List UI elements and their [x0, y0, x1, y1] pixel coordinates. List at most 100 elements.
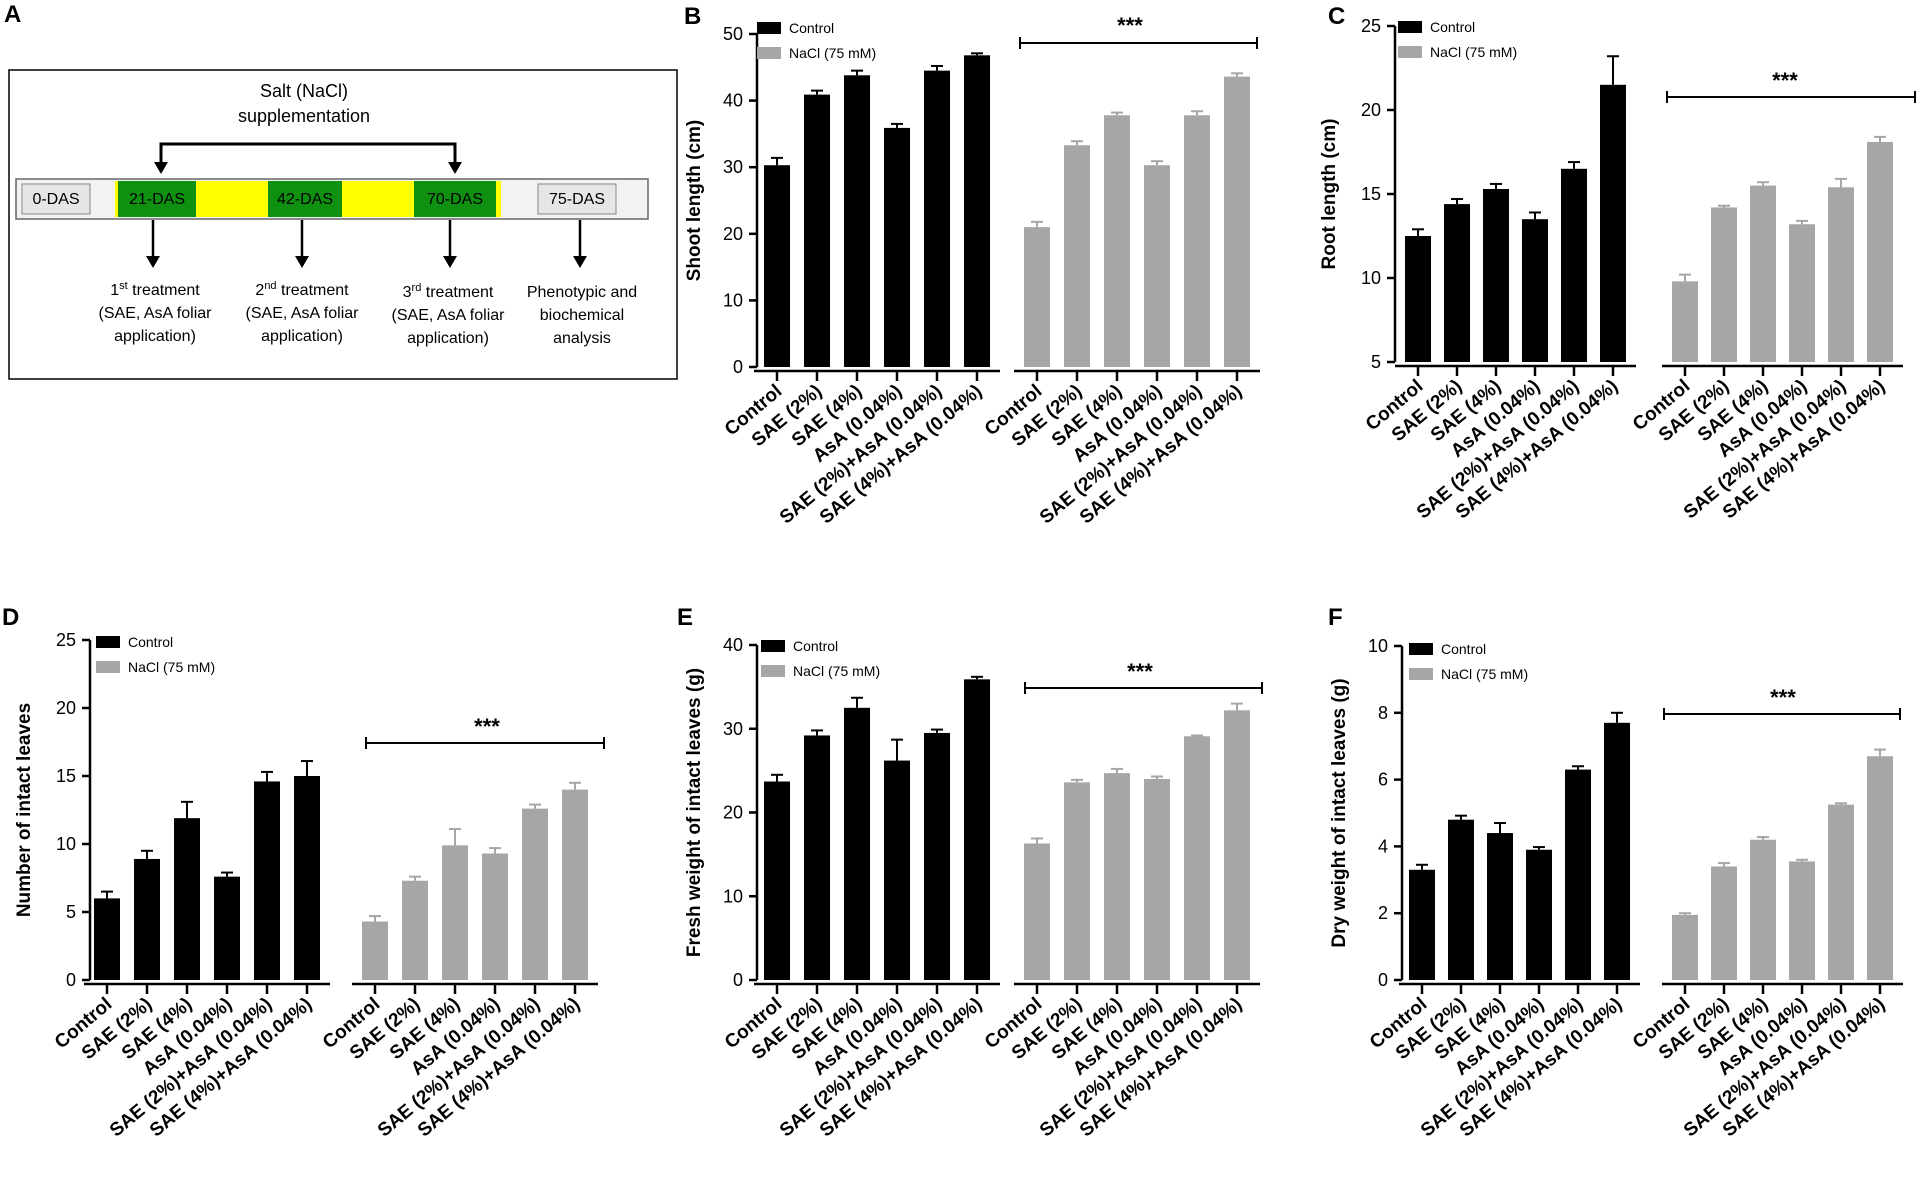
bracket-arrowhead-right [448, 162, 462, 174]
bar [804, 735, 830, 980]
y-tick-label: 10 [723, 290, 743, 310]
y-tick-label: 40 [723, 91, 743, 111]
bar [844, 707, 870, 980]
svg-text:analysis: analysis [553, 330, 611, 347]
timeline-label-21-das: 21-DAS [129, 191, 185, 208]
bar [1789, 861, 1815, 980]
diagram-frame [8, 69, 678, 380]
bar [442, 845, 468, 980]
panel-e-fresh-weight-chart: E 0 10 20 30 40 Fresh weight of intact leaves … [677, 604, 1263, 1141]
legend-swatch [1409, 668, 1433, 680]
y-tick-label: 20 [723, 803, 743, 823]
down-arrow-3 [443, 256, 457, 268]
bar [1867, 756, 1893, 980]
timeline-green-21 [118, 181, 196, 217]
y-tick-label: 10 [1361, 268, 1381, 288]
svg-text:biochemical: biochemical [540, 307, 624, 324]
bar [174, 818, 200, 980]
bar [1750, 839, 1776, 980]
legend-swatch [757, 22, 781, 34]
significance-stars: *** [1127, 659, 1153, 684]
y-tick-label: 25 [1361, 16, 1381, 36]
bar [1104, 115, 1130, 367]
bar [1526, 849, 1552, 980]
y-tick-label: 10 [1368, 636, 1388, 656]
svg-text:(SAE, AsA foliar: (SAE, AsA foliar [246, 305, 360, 322]
bar [362, 921, 388, 980]
down-arrow-4 [573, 256, 587, 268]
y-tick-label: 8 [1378, 703, 1388, 723]
svg-text:application): application) [407, 330, 489, 347]
timeline-label-0-das: 0-DAS [32, 191, 79, 208]
bar [764, 165, 790, 367]
bar [1409, 869, 1435, 980]
bar [1867, 141, 1893, 362]
legend-label: NaCl (75 mM) [1441, 666, 1528, 682]
svg-text:2nd treatment: 2nd treatment [255, 280, 349, 299]
y-tick-label: 15 [56, 766, 76, 786]
bar [1483, 188, 1509, 362]
y-tick-label: 20 [56, 698, 76, 718]
y-axis-title: Number of intact leaves [14, 703, 35, 917]
legend-swatch [1398, 46, 1422, 58]
legend-label: NaCl (75 mM) [128, 659, 215, 675]
bar [1487, 833, 1513, 980]
bracket-arrowhead-left [154, 162, 168, 174]
bar [562, 789, 588, 980]
bar [1064, 782, 1090, 980]
bar [1405, 236, 1431, 362]
svg-text:application): application) [114, 328, 196, 345]
y-axis-title: Fresh weight of intact leaves (g) [684, 668, 705, 957]
significance-stars: *** [1770, 685, 1796, 710]
y-tick-label: 0 [66, 970, 76, 990]
bar [1561, 168, 1587, 362]
legend-swatch [1398, 21, 1422, 33]
svg-text:1st treatment: 1st treatment [110, 280, 200, 299]
bar [1224, 710, 1250, 980]
y-tick-label: 15 [1361, 184, 1381, 204]
bar [1711, 866, 1737, 980]
panel-letter-c: C [1328, 3, 1345, 30]
timeline-green-42 [268, 181, 342, 217]
bar [1565, 769, 1591, 980]
bar [254, 781, 280, 980]
y-tick-label: 30 [723, 157, 743, 177]
bar [964, 55, 990, 367]
bar [1711, 207, 1737, 362]
panel-d-intact-leaves-chart: D 0 5 10 15 20 25 Number of intact leaves Contro… [2, 604, 605, 1141]
panel-letter-d: D [2, 604, 19, 631]
y-tick-label: 30 [723, 719, 743, 739]
legend-swatch [96, 636, 120, 648]
bar [482, 853, 508, 980]
y-tick-label: 2 [1378, 903, 1388, 923]
bar [1522, 219, 1548, 362]
bar [1024, 843, 1050, 980]
bar [804, 94, 830, 367]
panel-letter-b: B [684, 3, 701, 30]
svg-text:Phenotypic and: Phenotypic and [527, 284, 637, 301]
bar [214, 876, 240, 980]
y-tick-label: 0 [733, 970, 743, 990]
svg-text:(SAE, AsA foliar: (SAE, AsA foliar [392, 307, 506, 324]
step-1-text: 1st treatment (SAE, AsA foliar applicati… [99, 280, 213, 345]
panel-f-dry-weight-chart: F 0 2 4 6 8 10 Dry weight of intact leaves (g) C… [1328, 604, 1903, 1141]
panel-letter-a: A [4, 1, 21, 28]
bar [1144, 779, 1170, 980]
timeline-box-0 [21, 183, 91, 215]
bar [884, 760, 910, 980]
down-arrows [151, 220, 582, 259]
significance-stars: *** [474, 714, 500, 739]
legend-swatch [1409, 643, 1433, 655]
legend-label: NaCl (75 mM) [789, 45, 876, 61]
y-tick-label: 4 [1378, 836, 1388, 856]
bar [1828, 187, 1854, 362]
legend-label: NaCl (75 mM) [793, 663, 880, 679]
bar [1024, 227, 1050, 367]
timeline-label-70-das: 70-DAS [427, 191, 483, 208]
bar [884, 127, 910, 367]
y-tick-label: 0 [733, 357, 743, 377]
bar [1444, 204, 1470, 362]
y-tick-label: 6 [1378, 770, 1388, 790]
y-tick-label: 10 [723, 886, 743, 906]
svg-text:(SAE, AsA foliar: (SAE, AsA foliar [99, 305, 213, 322]
